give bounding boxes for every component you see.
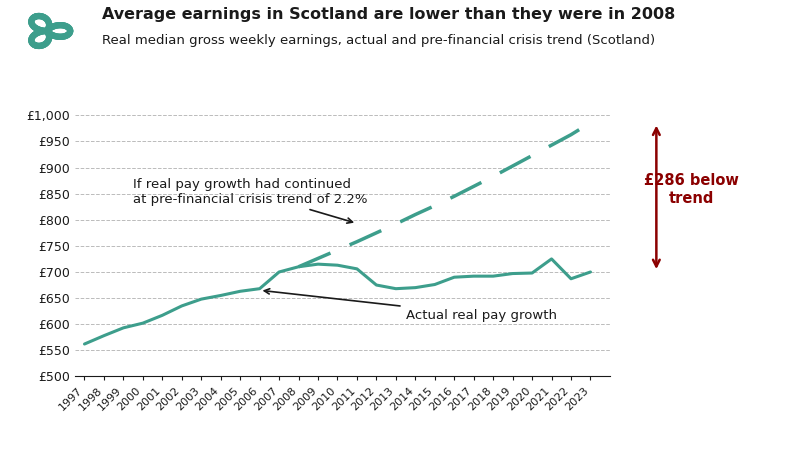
Text: £286 below
trend: £286 below trend [645, 174, 739, 206]
Text: Actual real pay growth: Actual real pay growth [264, 289, 556, 321]
Text: Average earnings in Scotland are lower than they were in 2008: Average earnings in Scotland are lower t… [102, 7, 675, 22]
Text: If real pay growth had continued
at pre-financial crisis trend of 2.2%: If real pay growth had continued at pre-… [133, 178, 368, 223]
Text: Real median gross weekly earnings, actual and pre-financial crisis trend (Scotla: Real median gross weekly earnings, actua… [102, 34, 656, 47]
